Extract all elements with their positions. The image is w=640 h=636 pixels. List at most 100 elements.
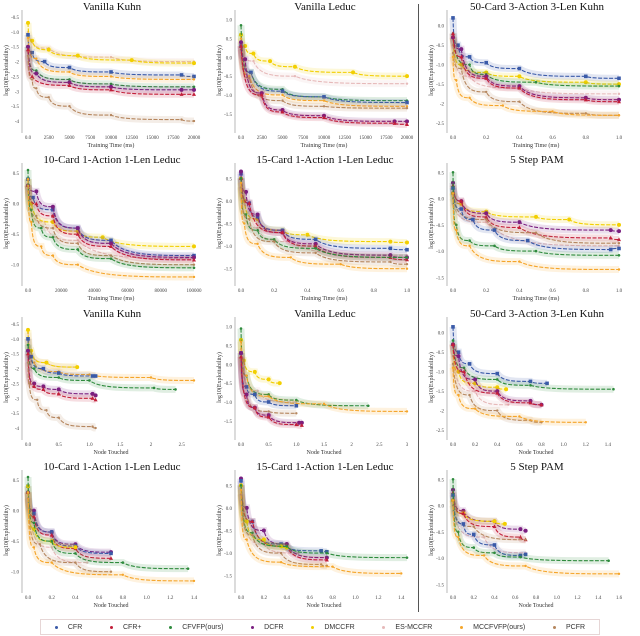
point-cfr [179, 73, 184, 77]
y-tick-label: 0.5 [13, 479, 20, 484]
subplot: 15-Card 1-Action 1-Len Leduc Node Touched… [216, 461, 409, 609]
point-dmccfr [405, 240, 409, 245]
subplot: 10-Card 1-Action 1-Len Leduc Node Touched… [3, 461, 198, 609]
point-pcfr [36, 398, 39, 402]
point-mccfvfp-ours [35, 57, 38, 60]
y-tick-label: -1.0 [224, 552, 232, 557]
point-mccfvfp-ours [239, 340, 243, 343]
point-dcfr [518, 527, 523, 532]
point-cfr [244, 385, 249, 389]
x-tick-label: 1.2 [583, 443, 590, 448]
point-cfvfp-ours [68, 78, 71, 81]
point-cfr [32, 511, 36, 516]
point-dcfr [93, 393, 98, 398]
point-dcfr [617, 229, 621, 234]
subplot-title: 50-Card 3-Action 3-Len Kuhn [470, 1, 605, 13]
point-cfr [249, 70, 253, 75]
point-pcfr [30, 78, 34, 81]
point-es-mccfr [617, 244, 621, 248]
x-tick-label: 1.5 [117, 443, 124, 448]
point-cfr [67, 65, 72, 70]
y-tick-label: 1.0 [226, 19, 233, 24]
point-dmccfr [100, 235, 105, 240]
x-tick-label: 10000 [105, 136, 118, 141]
x-tick-label: 0.0 [25, 443, 32, 448]
x-tick-label: 0.0 [238, 136, 245, 141]
point-cfr [405, 100, 409, 105]
point-dcfr [26, 44, 30, 49]
point-cfvfp-ours [519, 555, 522, 559]
series-line-cfvfp-ours [452, 479, 609, 562]
point-cfvfp-ours [534, 249, 538, 253]
point-cfr [280, 89, 285, 94]
point-dmccfr [405, 74, 409, 79]
x-axis-label: Training Time (ms) [88, 142, 135, 149]
point-mccfvfp-ours [32, 361, 36, 364]
x-tick-label: 2.5 [376, 443, 383, 448]
y-tick-label: 0.5 [438, 478, 445, 483]
point-pcfr [28, 382, 31, 385]
point-cfvfp-ours [493, 551, 496, 555]
legend-label: CFR [67, 623, 83, 631]
band-dmccfr [24, 22, 195, 67]
x-tick-label: 100000 [187, 289, 203, 294]
point-pcfr [534, 231, 538, 234]
x-tick-label: 1.4 [398, 596, 405, 601]
point-dcfr [26, 348, 30, 353]
point-cfr [583, 97, 588, 102]
point-dmccfr [583, 80, 588, 85]
point-cfvfp-ours [39, 226, 43, 230]
point-pcfr [279, 551, 283, 555]
x-tick-label: 0.4 [494, 443, 501, 448]
point-cfr [26, 47, 30, 52]
legend-label: ES-MCCFR [395, 623, 433, 631]
point-cfr [617, 76, 621, 81]
point-mccfvfp-ours [279, 560, 283, 564]
point-es-mccfr [295, 400, 298, 404]
point-cfr [518, 534, 523, 539]
x-tick-label: 0.4 [516, 136, 523, 141]
point-dcfr [75, 226, 80, 231]
subplot-title: Vanilla Leduc [294, 1, 356, 13]
y-tick-label: -4 [15, 427, 20, 432]
point-cfvfp-ours [451, 477, 455, 481]
point-pcfr [248, 217, 251, 221]
point-cfr [608, 247, 613, 252]
point-dcfr [244, 392, 249, 397]
x-tick-label: 0.4 [284, 596, 291, 601]
x-tick-label: 0.2 [271, 289, 278, 294]
subplot-title: 5 Step PAM [510, 461, 564, 473]
point-cfr [462, 369, 467, 374]
point-dcfr [484, 211, 489, 216]
point-pcfr [35, 87, 38, 90]
point-mccfvfp-ours [468, 96, 471, 99]
point-mccfvfp-ours [405, 410, 409, 413]
point-cfvfp-ours [455, 223, 458, 227]
point-cfr [67, 83, 72, 87]
point-dmccfr [484, 70, 489, 75]
point-mccfvfp-ours [192, 78, 196, 81]
y-tick-label: -2 [15, 61, 20, 66]
point-pcfr [405, 106, 409, 110]
point-cfr [266, 400, 271, 404]
point-pcfr [76, 242, 80, 245]
point-pcfr [281, 99, 284, 102]
subplot-title: 10-Card 1-Action 1-Len Leduc [43, 461, 180, 473]
x-tick-label: 0.0 [25, 289, 32, 294]
y-tick-label: -0.5 [436, 224, 444, 229]
point-dmccfr [617, 82, 621, 87]
point-mccfvfp-ours [451, 366, 455, 369]
point-cfvfp-ours [617, 84, 621, 88]
point-pcfr [451, 51, 455, 55]
point-mccfvfp-ours [109, 75, 113, 78]
legend-label: PCFR [565, 623, 586, 631]
x-tick-label: 1.0 [554, 596, 561, 601]
point-cfr [392, 121, 397, 125]
x-tick-label: 40000 [88, 289, 101, 294]
x-tick-label: 0.2 [483, 136, 490, 141]
point-cfr [617, 237, 621, 242]
y-tick-label: -0.5 [436, 44, 444, 49]
y-tick-label: -1.0 [436, 64, 444, 69]
x-tick-label: 0.8 [371, 289, 378, 294]
y-tick-label: -1.5 [436, 390, 444, 395]
